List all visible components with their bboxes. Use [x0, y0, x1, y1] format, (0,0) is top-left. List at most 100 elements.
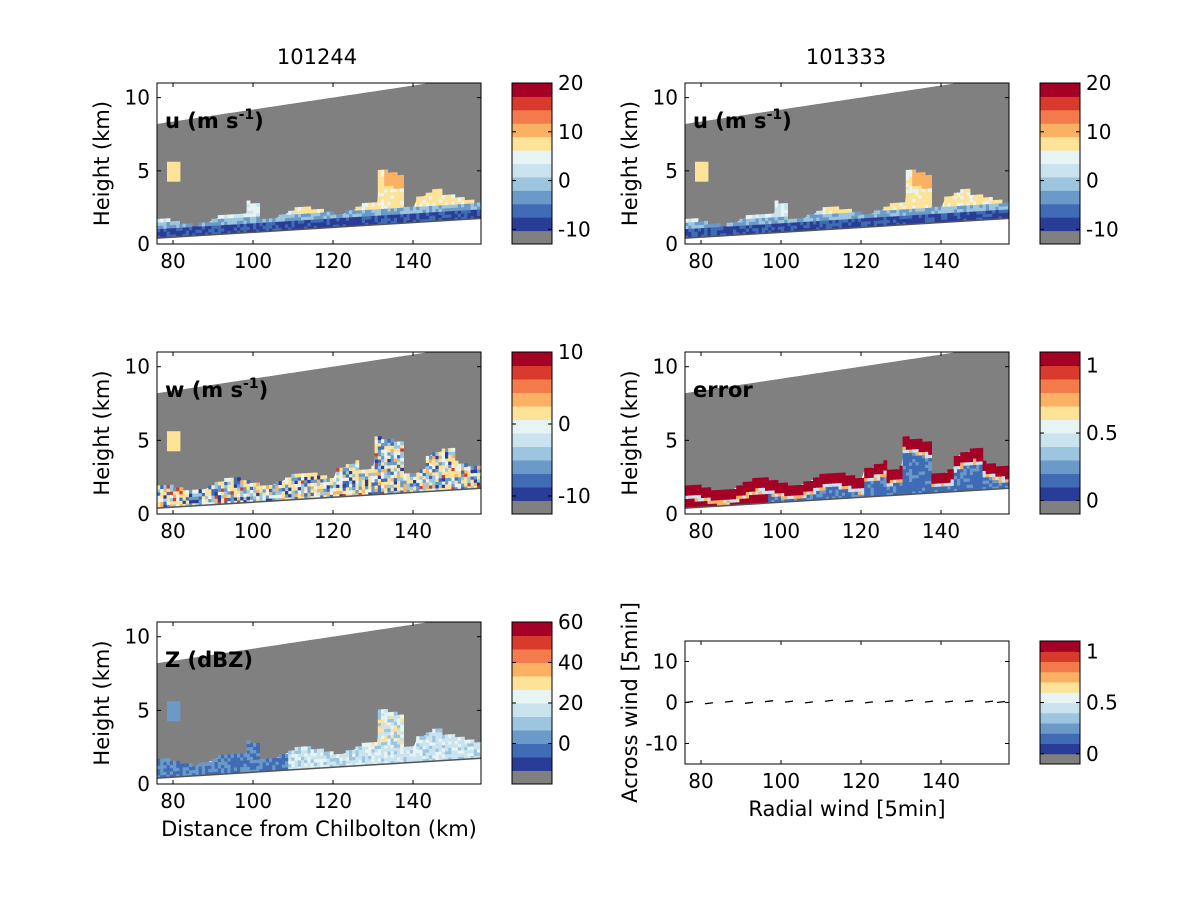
heatmap-cell: [781, 482, 785, 487]
heatmap-cell: [896, 469, 900, 474]
heatmap-cell: [742, 228, 747, 233]
heatmap-cell: [963, 201, 968, 206]
heatmap-cell: [387, 172, 392, 177]
heatmap-cell: [365, 758, 369, 763]
heatmap-cell: [822, 496, 827, 501]
heatmap-cell: [806, 224, 811, 229]
heatmap-cell: [224, 764, 228, 769]
heatmap-cell: [393, 744, 398, 748]
heatmap-cell: [179, 230, 184, 235]
heatmap-cell: [176, 437, 181, 442]
heatmap-cell: [198, 762, 203, 767]
colorbar-tick-label: 1: [1086, 639, 1099, 663]
heatmap-cell: [707, 493, 712, 498]
heatmap-cell: [176, 174, 181, 179]
heatmap-cell: [371, 488, 376, 493]
heatmap-cell: [953, 488, 958, 493]
heatmap-cell: [909, 179, 913, 184]
heatmap-cell: [902, 468, 907, 473]
heatmap-cell: [976, 207, 980, 212]
heatmap-cell: [918, 175, 923, 180]
heatmap-cell: [339, 487, 344, 492]
heatmap-cell: [854, 214, 859, 219]
heatmap-cell: [825, 489, 830, 494]
heatmap-cell: [371, 478, 376, 483]
heatmap-cell: [342, 480, 347, 485]
heatmap-cell: [717, 229, 721, 234]
heatmap-cell: [819, 483, 824, 488]
heatmap-cell: [441, 750, 446, 755]
heatmap-cell: [937, 209, 942, 214]
heatmap-cell: [173, 233, 177, 238]
heatmap-cell: [310, 209, 315, 214]
colorbar-tick-label: 0.5: [1086, 691, 1118, 715]
heatmap-cell: [441, 458, 446, 463]
colorbar-swatch: [512, 406, 552, 420]
heatmap-cell: [381, 712, 385, 717]
heatmap-cell: [167, 717, 171, 722]
heatmap-cell: [457, 466, 462, 471]
heatmap-cell: [387, 721, 392, 726]
heatmap-cell: [339, 763, 344, 768]
heatmap-cell: [393, 448, 398, 453]
heatmap-cell: [461, 743, 465, 748]
heatmap-cell: [854, 487, 859, 492]
heatmap-cell: [905, 186, 910, 190]
heatmap-cell: [982, 197, 987, 202]
heatmap-cell: [905, 218, 910, 223]
heatmap-cell: [429, 741, 433, 746]
heatmap-cell: [944, 215, 948, 220]
heatmap-cell: [393, 753, 398, 758]
colorbar-swatch: [512, 83, 552, 97]
heatmap-cell: [905, 189, 910, 194]
heatmap-cell: [240, 760, 244, 764]
heatmap-cell: [777, 229, 782, 234]
heatmap-cell: [928, 184, 932, 189]
heatmap-cell: [435, 751, 440, 756]
heatmap-cell: [294, 753, 299, 758]
heatmap-cell: [176, 760, 180, 765]
heatmap-cell: [361, 746, 366, 750]
heatmap-cell: [953, 481, 958, 486]
heatmap-cell: [256, 755, 260, 760]
heatmap-cell: [698, 161, 702, 166]
heatmap-cell: [835, 206, 840, 211]
heatmap-cell: [918, 467, 923, 472]
heatmap-cell: [829, 479, 833, 484]
heatmap-cell: [390, 172, 395, 177]
heatmap-cell: [905, 449, 910, 454]
heatmap-cell: [918, 471, 923, 475]
heatmap-cell: [170, 710, 174, 715]
heatmap-cell: [201, 495, 206, 500]
heatmap-cell: [873, 220, 878, 224]
heatmap-cell: [694, 494, 699, 499]
heatmap-cell: [211, 758, 216, 763]
heatmap-cell: [345, 480, 350, 485]
heatmap-cell: [797, 218, 801, 223]
heatmap-cell: [800, 221, 804, 226]
heatmap-cell: [915, 445, 920, 450]
heatmap-cell: [173, 770, 177, 775]
heatmap-cell: [710, 223, 715, 228]
x-axis-label: Radial wind [5min]: [748, 797, 945, 821]
heatmap-cell: [345, 464, 350, 468]
heatmap-cell: [422, 212, 427, 217]
heatmap-cell: [745, 484, 750, 489]
heatmap-cell: [813, 484, 817, 488]
heatmap-cell: [960, 487, 964, 492]
heatmap-cell: [313, 752, 318, 757]
heatmap-cell: [912, 211, 916, 216]
heatmap-cell: [451, 460, 456, 465]
heatmap-cell: [835, 472, 840, 477]
heatmap-cell: [387, 477, 392, 482]
heatmap-cell: [253, 743, 257, 747]
heatmap-cell: [976, 464, 980, 469]
heatmap-cell: [921, 470, 926, 475]
heatmap-cell: [425, 192, 430, 197]
heatmap-cell: [813, 217, 817, 222]
heatmap-cell: [403, 213, 408, 218]
heatmap-cell: [464, 469, 468, 474]
heatmap-cell: [841, 491, 846, 496]
heatmap-cell: [291, 213, 296, 218]
heatmap-cell: [352, 756, 356, 761]
